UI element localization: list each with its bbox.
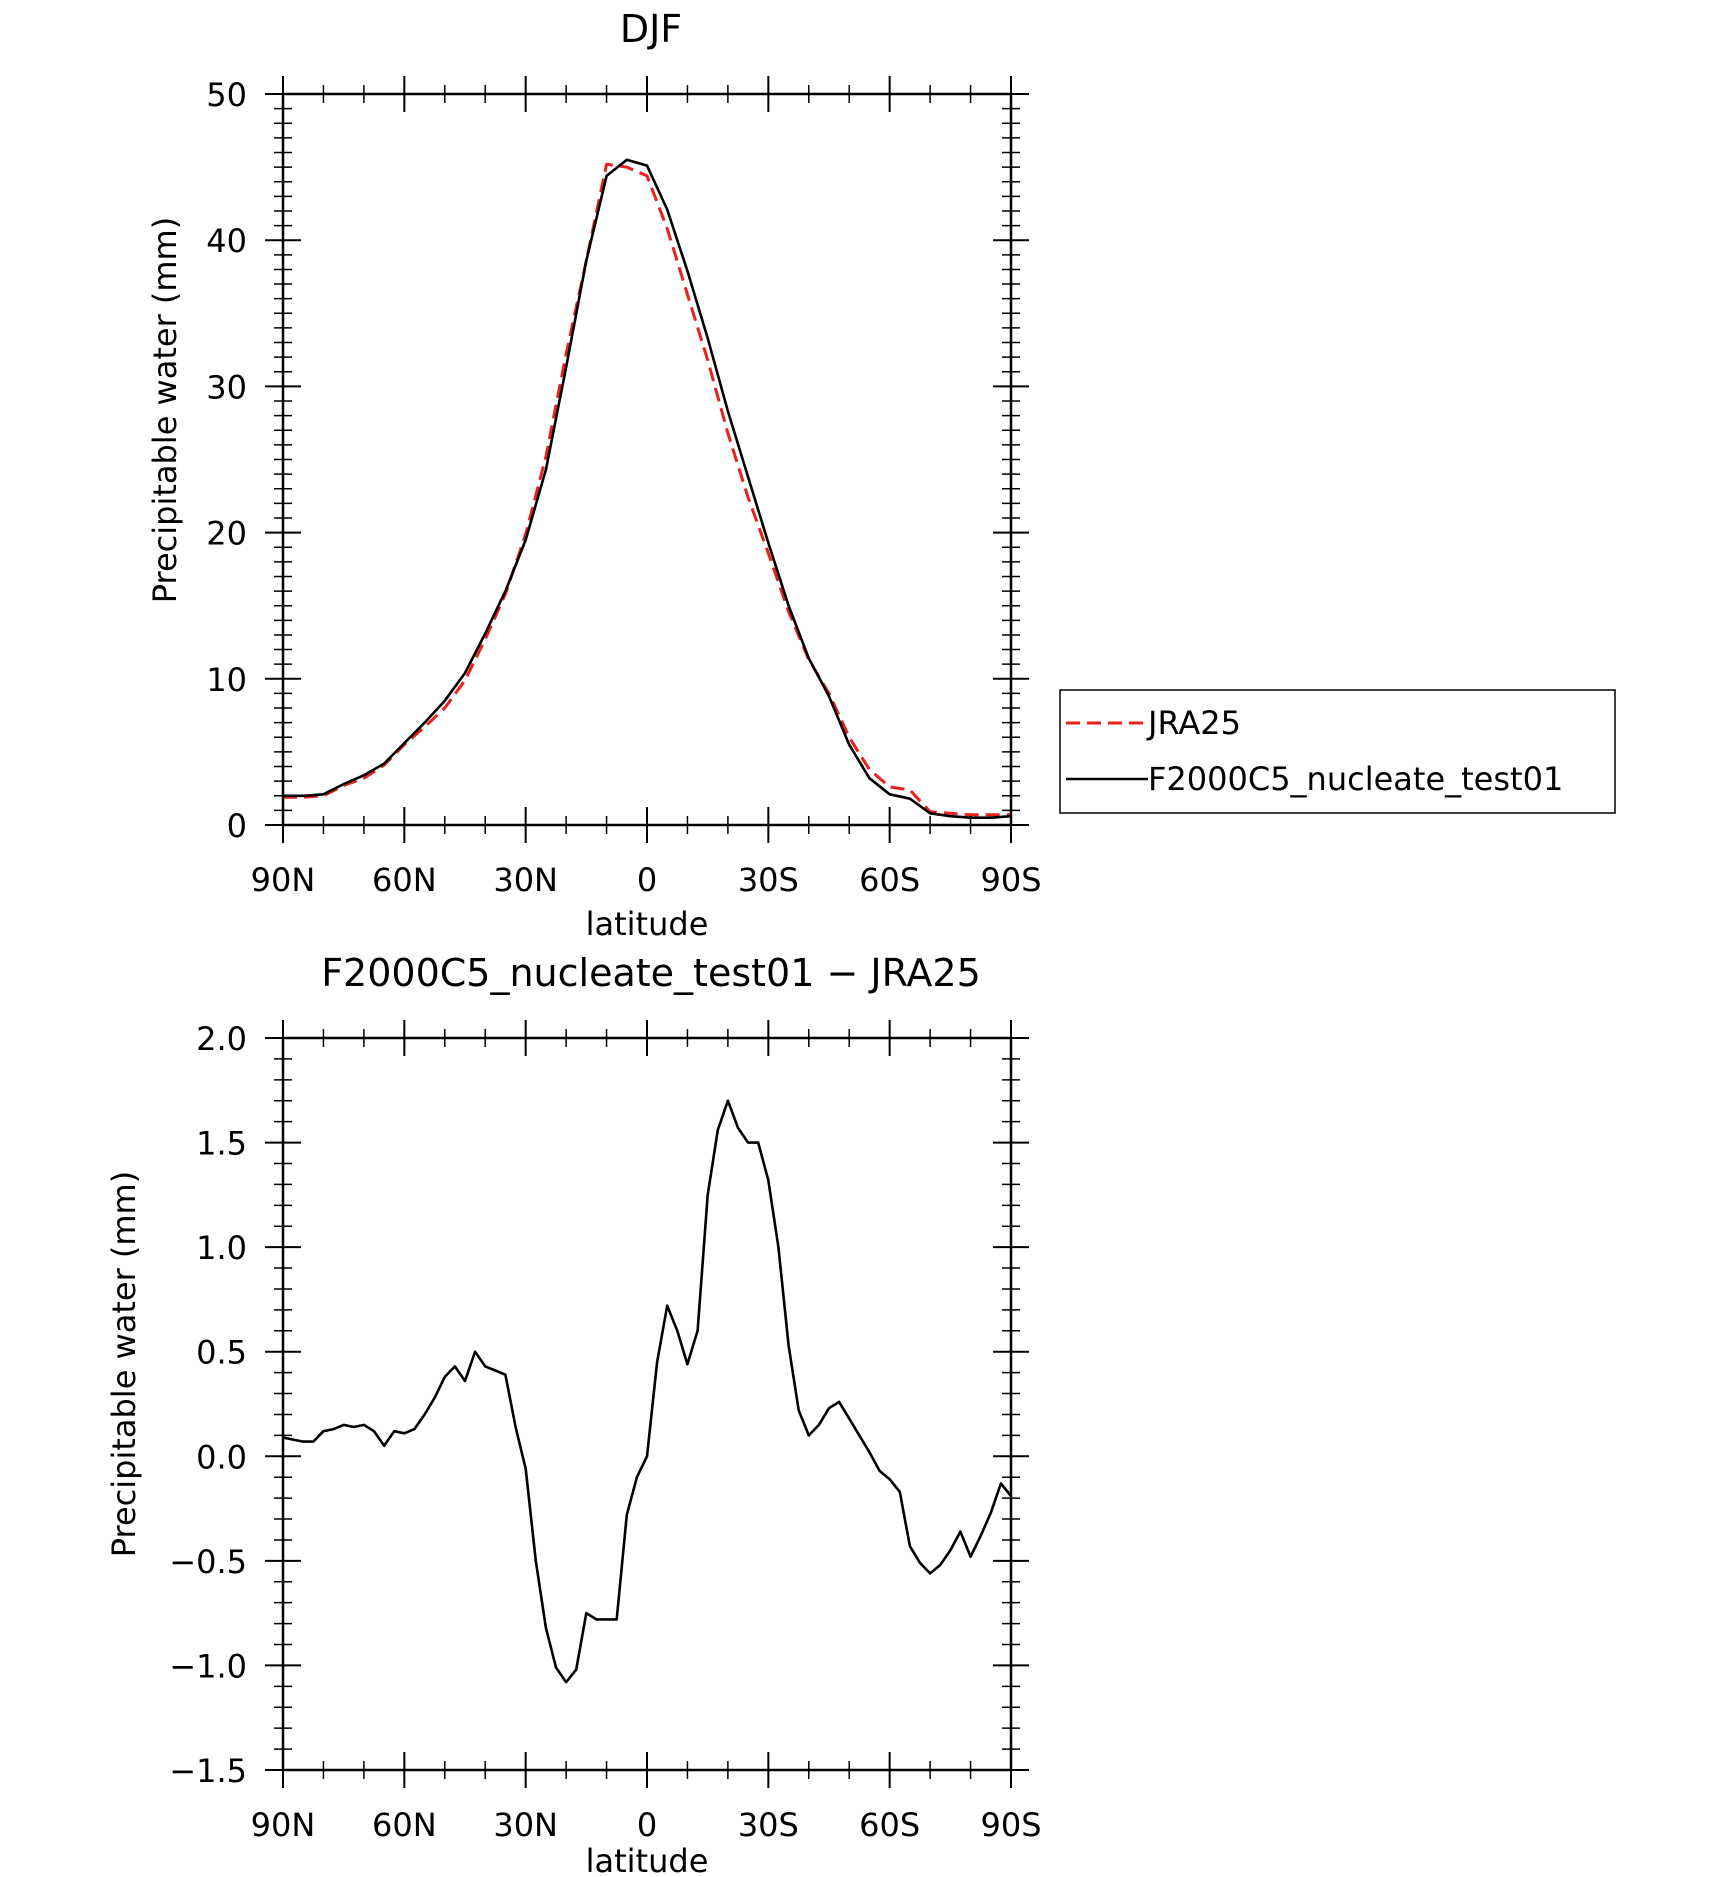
y-tick-label: 0.0 bbox=[196, 1438, 247, 1476]
legend-box bbox=[1059, 689, 1616, 814]
x-tick-labels-top: 90N 60N 30N 0 30S 60S 90S bbox=[251, 861, 1042, 899]
y-tick-labels-bottom: −1.5 −1.0 −0.5 0.0 0.5 1.0 1.5 2.0 bbox=[169, 1020, 247, 1790]
tick-marks-bottom bbox=[265, 1020, 1029, 1788]
x-tick-label: 90N bbox=[251, 1806, 316, 1844]
x-tick-label: 30S bbox=[738, 1806, 799, 1844]
y-tick-label: 2.0 bbox=[196, 1020, 247, 1058]
x-tick-labels-bottom: 90N 60N 30N 0 30S 60S 90S bbox=[251, 1806, 1042, 1844]
x-tick-label: 90N bbox=[251, 861, 316, 899]
chart-title-bottom: F2000C5_nucleate_test01 − JRA25 bbox=[321, 951, 981, 995]
legend-label-model: F2000C5_nucleate_test01 bbox=[1148, 760, 1563, 798]
panel-bottom: F2000C5_nucleate_test01 − JRA25 −1.5 −1.0… bbox=[105, 951, 1042, 1877]
y-tick-label: −0.5 bbox=[169, 1543, 247, 1581]
x-tick-label: 0 bbox=[637, 1806, 657, 1844]
y-tick-label: 0.5 bbox=[196, 1334, 247, 1372]
chart-title-top: DJF bbox=[620, 7, 682, 51]
series-line-0-1 bbox=[283, 158, 1012, 820]
y-axis-label-top: Precipitable water (mm) bbox=[146, 217, 184, 603]
x-tick-label: 60S bbox=[859, 1806, 920, 1844]
y-axis-label-bottom: Precipitable water (mm) bbox=[105, 1171, 143, 1557]
x-tick-label: 60S bbox=[859, 861, 920, 899]
y-tick-labels-top: 0 10 20 30 40 50 bbox=[206, 76, 247, 845]
y-tick-label: 1.5 bbox=[196, 1125, 247, 1163]
x-axis-label-bottom: latitude bbox=[586, 1842, 709, 1877]
legend-label-jra25: JRA25 bbox=[1146, 704, 1241, 742]
x-tick-label: 60N bbox=[372, 861, 437, 899]
series-group-bottom bbox=[282, 1099, 1013, 1684]
x-tick-label: 30N bbox=[493, 861, 558, 899]
plot-frame-top bbox=[281, 92, 1013, 827]
series-line-1-0 bbox=[282, 1099, 1013, 1684]
y-tick-label: 1.0 bbox=[196, 1229, 247, 1267]
y-tick-label: 20 bbox=[206, 515, 247, 553]
y-tick-label: −1.5 bbox=[169, 1752, 247, 1790]
y-tick-label: 0 bbox=[227, 807, 247, 845]
y-tick-label: 30 bbox=[206, 368, 247, 406]
series-line-0-0 bbox=[283, 162, 1011, 817]
x-axis-label-top: latitude bbox=[586, 905, 709, 943]
x-tick-label: 60N bbox=[372, 1806, 437, 1844]
panel-top: DJF 0 10 20 30 40 50 90N 60N 30N 0 30S 60S 90S lati… bbox=[146, 7, 1616, 943]
x-tick-label: 30N bbox=[493, 1806, 558, 1844]
x-tick-label: 90S bbox=[980, 861, 1041, 899]
tick-marks-top bbox=[265, 76, 1029, 843]
plot-frame-bottom bbox=[281, 1036, 1013, 1772]
x-tick-label: 0 bbox=[637, 861, 657, 899]
y-tick-label: 10 bbox=[206, 661, 247, 699]
x-tick-label: 30S bbox=[738, 861, 799, 899]
legend: JRA25 F2000C5_nucleate_test01 bbox=[1059, 689, 1616, 814]
y-tick-label: 50 bbox=[206, 76, 247, 114]
x-tick-label: 90S bbox=[980, 1806, 1041, 1844]
y-tick-label: 40 bbox=[206, 222, 247, 260]
y-tick-label: −1.0 bbox=[169, 1647, 247, 1685]
series-group-top bbox=[283, 158, 1012, 820]
